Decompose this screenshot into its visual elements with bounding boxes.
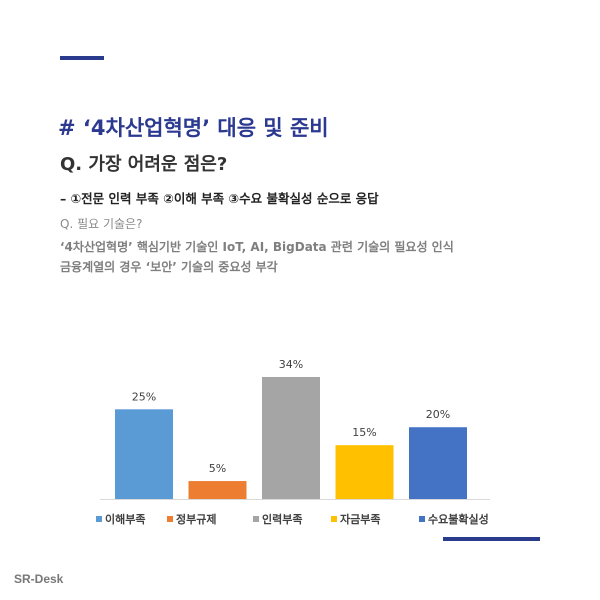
bottom-accent-line <box>443 537 540 541</box>
data-label-2: 5% <box>209 462 226 475</box>
bar-2 <box>188 481 247 499</box>
data-label-4: 15% <box>352 426 376 439</box>
legend-label-2: 정부규제 <box>176 512 216 526</box>
data-label-1: 25% <box>132 390 156 403</box>
bar-4 <box>335 445 394 499</box>
legend-swatch-5 <box>419 516 425 522</box>
credit-text: SR-Desk <box>14 572 64 586</box>
bar-3 <box>262 377 320 499</box>
question-heading: Q. 가장 어려운 점은? <box>60 154 228 175</box>
legend-swatch-3 <box>253 516 259 522</box>
legend-label-1: 이해부족 <box>105 512 145 526</box>
bar-5 <box>409 427 467 499</box>
page-title: # ‘4차산업혁명’ 대응 및 준비 <box>58 116 329 140</box>
legend-label-5: 수요불확실성 <box>428 512 489 526</box>
legend-swatch-1 <box>96 516 102 522</box>
legend-label-4: 자금부족 <box>340 512 380 526</box>
legend-swatch-2 <box>167 516 173 522</box>
note-line-2: 금융계열의 경우 ‘보안’ 기술의 중요성 부각 <box>60 260 278 274</box>
sub-question: Q. 필요 기술은? <box>60 217 143 231</box>
answer-summary: – ①전문 인력 부족 ②이해 부족 ③수요 불확실성 순으로 응답 <box>60 191 379 206</box>
top-accent-line <box>60 56 104 60</box>
data-label-3: 34% <box>279 358 303 371</box>
bar-1 <box>115 409 173 499</box>
legend-swatch-4 <box>331 516 337 522</box>
legend-label-3: 인력부족 <box>262 512 302 526</box>
note-line-1: ‘4차산업혁명’ 핵심기반 기술인 IoT, AI, BigData 관련 기술… <box>60 240 454 254</box>
data-label-5: 20% <box>426 408 450 421</box>
